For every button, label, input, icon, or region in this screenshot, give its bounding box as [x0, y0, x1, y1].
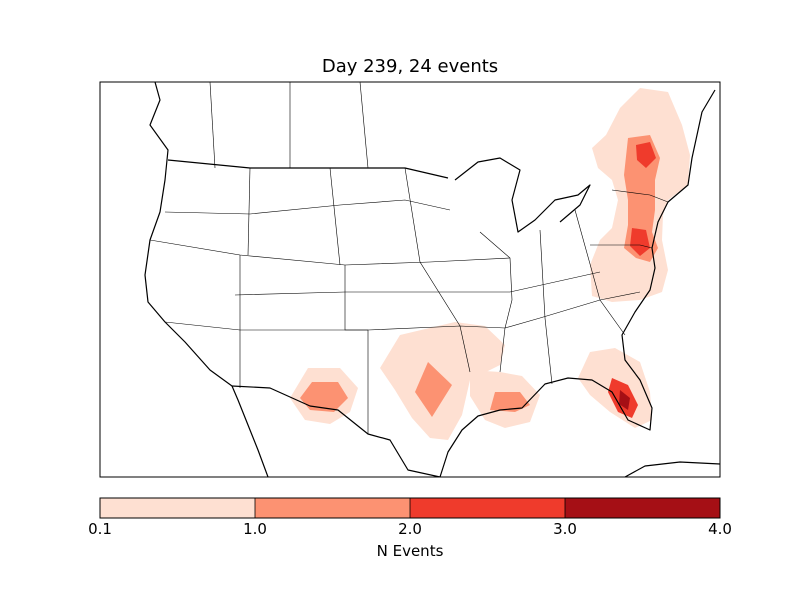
state-line-13 [209, 82, 216, 169]
state-line-2 [164, 291, 641, 331]
density-region-florida-high [619, 390, 630, 410]
map-frame [99, 81, 721, 478]
map-title: Day 239, 24 events [321, 56, 499, 77]
mexico-border-line [231, 385, 441, 477]
colorbar [99, 497, 721, 519]
state-line-9 [539, 229, 553, 385]
density-region-newmexico-mid [300, 382, 348, 412]
colorbar-tick-label-2: 2.0 [398, 520, 422, 538]
map-area [144, 82, 720, 477]
state-line-17 [590, 244, 653, 249]
state-line-11 [164, 199, 451, 215]
state-line-5 [247, 167, 251, 256]
colorbar-tick-label-1: 1.0 [243, 520, 267, 538]
density-regions [290, 88, 690, 440]
state-line-7 [404, 167, 471, 373]
west-coast-line [144, 82, 269, 477]
colorbar-label: N Events [376, 542, 444, 560]
density-region-northeast-high [636, 142, 656, 168]
state-line-10 [574, 209, 626, 336]
state-line-6 [329, 167, 341, 266]
state-line-12 [234, 271, 601, 296]
cuba-coast-line [624, 461, 720, 477]
colorbar-tick-label-4: 4.0 [708, 520, 732, 538]
state-line-4 [344, 265, 369, 434]
state-line-16 [611, 189, 669, 203]
colorbar-bin-2 [255, 498, 410, 518]
density-region-northeast-high-2 [630, 228, 650, 256]
colorbar-bin-3 [410, 498, 565, 518]
gulf-coast-line [439, 89, 716, 477]
state-line-8 [479, 231, 513, 373]
coastline [144, 82, 720, 477]
colorbar-tick-label-0: 0.1 [88, 520, 112, 538]
density-region-louisiana-mid [490, 392, 530, 412]
density-region-texas-mid [415, 362, 452, 417]
state-line-15 [359, 82, 369, 169]
state-line-1 [149, 239, 511, 266]
state-boundaries [149, 82, 669, 434]
colorbar-tick-label-3: 3.0 [553, 520, 577, 538]
colorbar-bin-4 [565, 498, 720, 518]
great-lakes-line [454, 157, 591, 233]
colorbar-bin-1 [100, 498, 255, 518]
